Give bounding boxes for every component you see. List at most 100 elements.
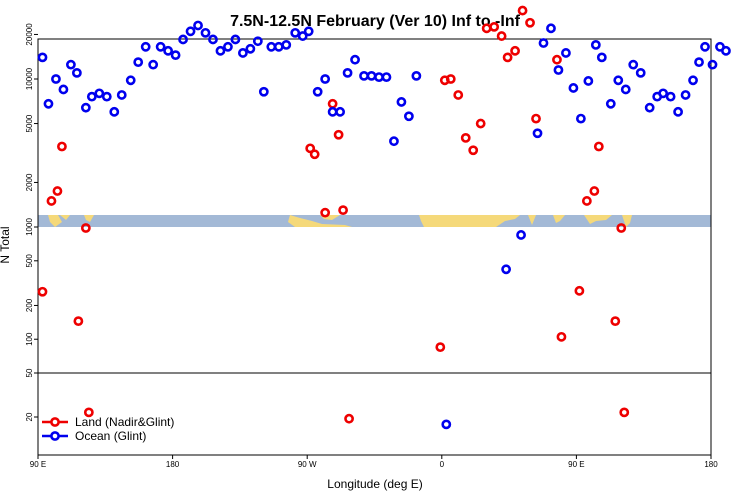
ocean-point: [546, 23, 556, 34]
ocean-point: [193, 20, 203, 31]
land-point: [327, 98, 338, 109]
ocean-point: [342, 67, 353, 78]
ocean-point: [273, 41, 284, 52]
y-upper-tick-label: 5000: [25, 114, 34, 132]
ocean-point: [252, 36, 263, 47]
ocean-point: [501, 264, 512, 275]
land-point: [320, 207, 331, 218]
ocean-point: [245, 43, 256, 54]
y-axis-label: N Total: [0, 226, 12, 263]
legend-marker: [50, 431, 60, 441]
x-tick-label: 0: [440, 460, 445, 469]
ocean-point: [215, 45, 226, 56]
land-point: [581, 196, 592, 206]
ocean-point: [665, 91, 676, 102]
land-point: [616, 223, 627, 233]
land-point: [344, 413, 354, 424]
y-lower-tick-label: 20: [25, 412, 34, 421]
ocean-point: [140, 41, 151, 52]
land-point: [46, 196, 57, 206]
ocean-point: [101, 91, 112, 102]
ocean-point: [163, 45, 174, 56]
land-point: [619, 407, 630, 418]
ocean-point: [721, 45, 731, 56]
plot-frame: [37, 38, 712, 456]
ocean-point: [538, 38, 549, 48]
land-point: [475, 118, 486, 129]
ocean-point: [411, 70, 422, 81]
land-point: [305, 143, 316, 154]
ocean-point: [178, 34, 188, 45]
y-upper-tick-label: 10000: [25, 67, 34, 90]
map-strip-land: [528, 215, 536, 225]
land-point: [338, 205, 348, 216]
legend-label: Land (Nadir&Glint): [75, 415, 174, 429]
ocean-point: [327, 106, 338, 117]
ocean-point: [43, 98, 54, 109]
ocean-point: [516, 230, 526, 240]
ocean-point: [230, 34, 241, 45]
ocean-point: [281, 39, 292, 50]
ocean-point: [185, 26, 196, 37]
ocean-point: [366, 70, 377, 81]
ocean-point: [596, 52, 607, 63]
ocean-point: [673, 106, 683, 117]
x-tick-label: 180: [166, 460, 180, 469]
y-middle-tick-label: 100: [25, 332, 34, 346]
map-strip-land: [419, 215, 520, 227]
land-point: [445, 74, 456, 84]
map-strip-land: [60, 215, 70, 220]
ocean-point: [320, 74, 331, 84]
ocean-point: [155, 41, 166, 52]
ocean-point: [71, 67, 82, 78]
x-tick-label: 90 E: [30, 460, 46, 469]
x-tick-label: 90 E: [568, 460, 584, 469]
ocean-point: [568, 83, 579, 93]
map-strip-land: [553, 215, 565, 223]
ocean-point: [335, 106, 346, 117]
ocean-point: [694, 57, 704, 68]
ocean-point: [86, 91, 97, 102]
x-axis-label: Longitude (deg E): [327, 477, 422, 491]
land-point: [435, 342, 446, 353]
ocean-point: [374, 72, 384, 83]
y-middle-tick-label: 200: [25, 298, 34, 312]
land-point: [52, 186, 63, 196]
ocean-point: [680, 90, 691, 100]
ocean-point: [170, 50, 181, 61]
ocean-point: [613, 75, 624, 86]
land-point: [589, 186, 600, 196]
ocean-point: [297, 31, 308, 41]
land-point: [460, 132, 471, 143]
y-upper-tick-label: 1000: [25, 218, 34, 236]
land-point: [57, 141, 67, 152]
chart-title: 7.5N-12.5N February (Ver 10) Inf to -Inf: [230, 13, 521, 30]
land-point: [80, 223, 91, 233]
land-point: [496, 31, 507, 41]
map-strip-land: [84, 215, 94, 222]
ocean-point: [403, 111, 414, 122]
y-middle-tick-label: 50: [25, 368, 34, 377]
ocean-point: [51, 74, 61, 84]
map-strip-land: [584, 215, 612, 224]
ocean-point: [208, 34, 218, 45]
ocean-point: [312, 86, 323, 97]
land-point: [502, 52, 513, 63]
legend-marker: [50, 417, 60, 427]
land-point: [333, 129, 344, 140]
ocean-point: [700, 41, 710, 52]
ocean-point: [532, 128, 543, 139]
ocean-point: [441, 419, 452, 430]
ocean-point: [575, 113, 586, 124]
land-point: [453, 90, 464, 100]
ocean-point: [66, 59, 76, 70]
map-strip-land: [622, 215, 632, 227]
land-point: [517, 5, 528, 16]
ocean-point: [237, 48, 248, 58]
ocean-point: [590, 39, 601, 50]
ocean-point: [116, 90, 127, 100]
land-point: [556, 331, 567, 342]
land-point: [610, 316, 621, 327]
map-strip-ocean: [38, 215, 711, 227]
plot-area: 1000 2000 5000 10000 20000 50 100 200 500 20 90 E 1…: [25, 5, 731, 469]
